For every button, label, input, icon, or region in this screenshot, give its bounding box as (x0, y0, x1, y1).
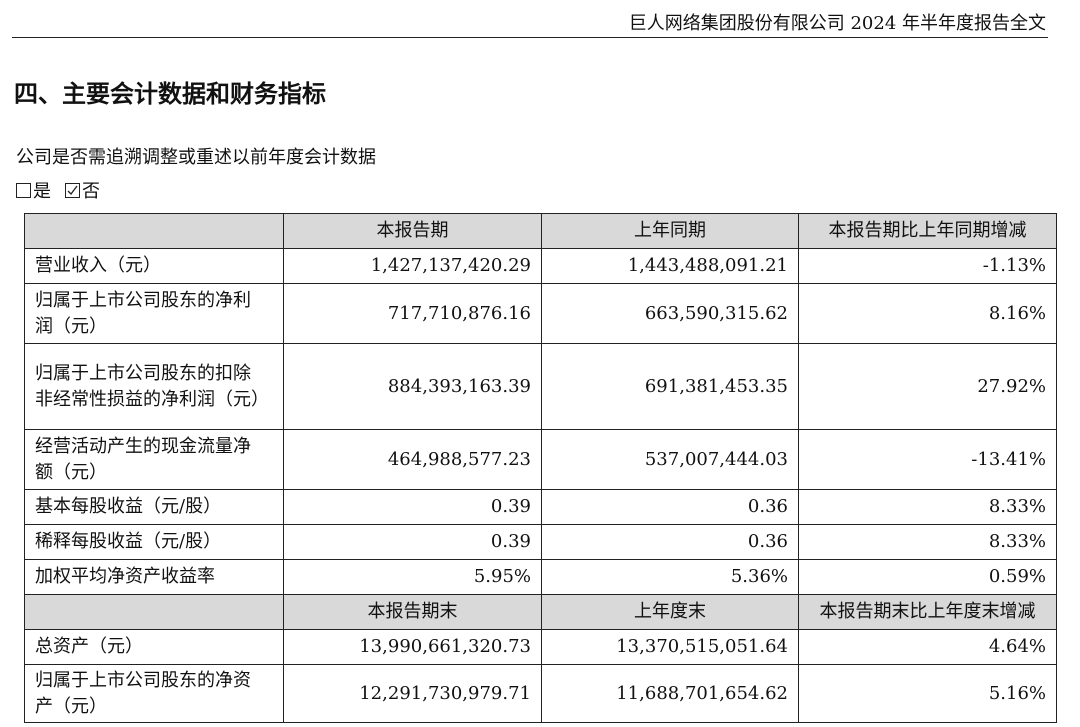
header-cell (24, 213, 284, 249)
label-cell: 营业收入（元） (24, 248, 284, 284)
value-cell: 1,443,488,091.21 (541, 248, 799, 284)
label-cell: 总资产（元） (24, 629, 284, 665)
data-table: 本报告期 上年同期 本报告期比上年同期增减 营业收入（元） 1,427,137,420.… (24, 213, 1057, 723)
value-cell: 464,988,577.23 (283, 429, 542, 490)
value-cell: 0.39 (283, 489, 542, 525)
table-row: 基本每股收益（元/股） 0.39 0.36 8.33% (24, 489, 1057, 525)
header-cell: 本报告期末比上年度末增减 (798, 594, 1057, 630)
label-cell: 加权平均净资产收益率 (24, 559, 284, 595)
table-row: 归属于上市公司股东的扣除非经常性损益的净利润（元） 884,393,163.39 6… (24, 343, 1057, 430)
label-cell: 归属于上市公司股东的净利润（元） (24, 283, 284, 344)
value-cell: 8.16% (798, 283, 1057, 344)
header-row: 本报告期末 上年度末 本报告期末比上年度末增减 (24, 594, 1057, 630)
header-cell: 上年度末 (541, 594, 799, 630)
value-cell: 0.36 (541, 489, 799, 525)
header-cell: 本报告期末 (283, 594, 542, 630)
value-cell: 11,688,701,654.62 (541, 664, 799, 723)
table-row: 营业收入（元） 1,427,137,420.29 1,443,488,091.21-… (24, 248, 1057, 284)
section-title: 四、主要会计数据和财务指标 (14, 79, 326, 108)
label-cell: 归属于上市公司股东的净资产（元） (24, 664, 284, 723)
value-cell: 537,007,444.03 (541, 429, 799, 490)
label-cell: 经营活动产生的现金流量净额（元） (24, 429, 284, 490)
table-row: 归属于上市公司股东的净利润（元） 717,710,876.16 663,590,31… (24, 283, 1057, 344)
header-cell: 本报告期比上年同期增减 (798, 213, 1057, 249)
header-cell (24, 594, 284, 630)
value-cell: 717,710,876.16 (283, 283, 542, 344)
table-row: 加权平均净资产收益率 5.95% 5.36% 0.59% (24, 559, 1057, 595)
value-cell: 5.16% (798, 664, 1057, 723)
header-row: 本报告期 上年同期 本报告期比上年同期增减 (24, 213, 1057, 249)
label-cell: 归属于上市公司股东的扣除非经常性损益的净利润（元） (24, 343, 284, 430)
options: 是 否 (16, 177, 100, 203)
value-cell: 13,990,661,320.73 (283, 629, 542, 665)
label-cell: 稀释每股收益（元/股） (24, 524, 284, 560)
header-title: 巨人网络集团股份有限公司 2024 年半年度报告全文 (628, 13, 1046, 34)
header-cell: 上年同期 (541, 213, 799, 249)
value-cell: -1.13% (798, 248, 1057, 284)
value-cell: 691,381,453.35 (541, 343, 799, 430)
value-cell: 884,393,163.39 (283, 343, 542, 430)
header-cell: 本报告期 (283, 213, 542, 249)
value-cell: 27.92% (798, 343, 1057, 430)
question: 公司是否需追溯调整或重述以前年度会计数据 (16, 147, 376, 168)
value-cell: -13.41% (798, 429, 1057, 490)
value-cell: 5.36% (541, 559, 799, 595)
table-row: 总资产（元） 13,990,661,320.73 13,370,515,051.64… (24, 629, 1057, 665)
value-cell: 663,590,315.62 (541, 283, 799, 344)
table-row: 稀释每股收益（元/股） 0.39 0.36 8.33% (24, 524, 1057, 560)
value-cell: 5.95% (283, 559, 542, 595)
value-cell: 0.59% (798, 559, 1057, 595)
value-cell: 8.33% (798, 489, 1057, 525)
checkbox-checked (65, 182, 80, 198)
value-cell: 12,291,730,979.71 (283, 664, 542, 723)
checkbox (16, 182, 31, 198)
value-cell: 0.36 (541, 524, 799, 560)
table-row: 经营活动产生的现金流量净额（元） 464,988,577.23 537,007,44… (24, 429, 1057, 490)
label-cell: 基本每股收益（元/股） (24, 489, 284, 525)
value-cell: 1,427,137,420.29 (283, 248, 542, 284)
table-row: 归属于上市公司股东的净资产（元） 12,291,730,979.71 11,688,… (24, 664, 1057, 723)
header-rule (12, 37, 1048, 38)
value-cell: 8.33% (798, 524, 1057, 560)
value-cell: 0.39 (283, 524, 542, 560)
value-cell: 13,370,515,051.64 (541, 629, 799, 665)
option: 否 (82, 181, 100, 202)
value-cell: 4.64% (798, 629, 1057, 665)
option: 是 (33, 181, 51, 202)
